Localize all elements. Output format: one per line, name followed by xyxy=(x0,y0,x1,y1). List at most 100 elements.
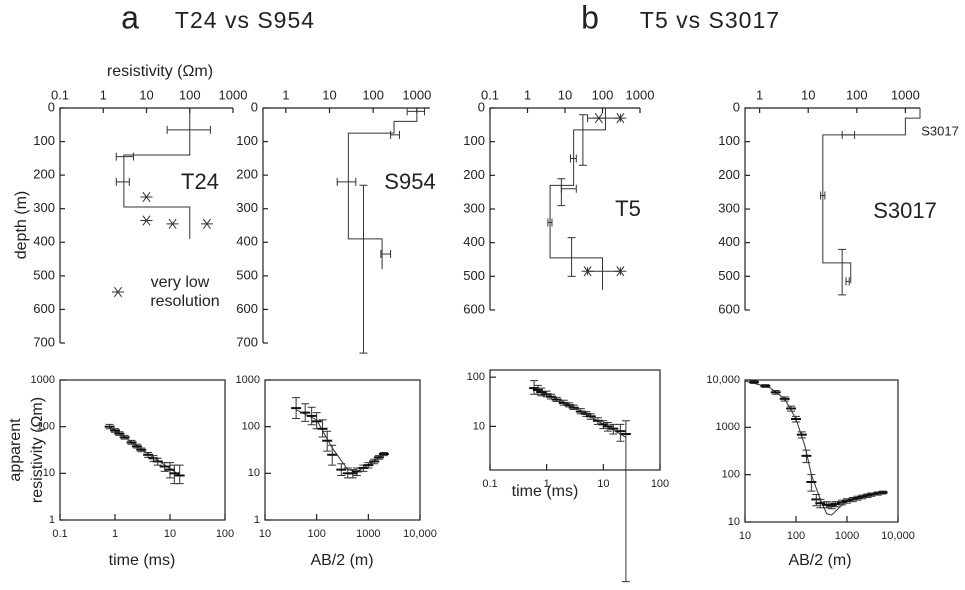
x-tick-label: 10,000 xyxy=(403,528,437,540)
x-axis-label: AB/2 (m) xyxy=(310,552,373,569)
axis-line xyxy=(262,107,430,343)
panel-letter: a xyxy=(121,0,139,35)
x-tick-label: 10 xyxy=(164,528,176,540)
y-tick-label: 200 xyxy=(236,167,258,182)
error-bar xyxy=(820,191,826,200)
error-bar xyxy=(560,184,577,193)
x-tick-label: 1 xyxy=(544,478,550,490)
panel: time (ms) 0.1 1 10 100 10 100 xyxy=(467,369,669,583)
y-tick-label: 400 xyxy=(463,234,485,249)
x-tick-label: 100 xyxy=(179,87,201,102)
plot-frame xyxy=(264,379,421,521)
x-tick-label: 100 xyxy=(846,87,868,102)
y-tick-label: 400 xyxy=(33,234,55,249)
x-tick-label: 10 xyxy=(597,478,609,490)
y-tick-label: 100 xyxy=(236,133,258,148)
x-tick-label: 1000 xyxy=(835,530,859,542)
x-tick-label: 10 xyxy=(801,87,815,102)
y-tick-label: 200 xyxy=(463,167,485,182)
error-bar xyxy=(390,130,400,139)
y-tick-label: 700 xyxy=(33,334,55,349)
y-tick-label: 600 xyxy=(718,301,740,316)
y-tick-label: 0 xyxy=(478,99,485,114)
error-bar xyxy=(547,218,553,227)
y-tick-label: 600 xyxy=(463,301,485,316)
y-tick-label: 500 xyxy=(718,268,740,283)
error-bar xyxy=(175,464,184,485)
model-line xyxy=(822,108,921,284)
x-tick-label: 1000 xyxy=(891,87,920,102)
sounding-label: T24 xyxy=(181,169,219,194)
panel-letter: b xyxy=(581,0,599,35)
x-tick-label: 10 xyxy=(139,87,153,102)
y-tick-label: 100 xyxy=(37,421,55,433)
asterisk xyxy=(581,266,594,277)
plot-frame xyxy=(59,379,226,521)
y-tick-label: 500 xyxy=(236,267,258,282)
error-bar xyxy=(170,464,179,485)
x-tick-label: 10 xyxy=(259,528,271,540)
x-tick-label: 10 xyxy=(739,530,751,542)
x-axis-label: resistivity (Ωm) xyxy=(107,63,213,80)
sounding-label: S954 xyxy=(384,169,435,194)
panel: AB/2 (m) 10 100 1000 10,000 10 100 1000 10,000 xyxy=(706,374,914,569)
y-tick-label: 0 xyxy=(733,99,740,114)
asterisk xyxy=(140,191,153,203)
error-bar xyxy=(557,178,566,207)
y-tick-label: 10 xyxy=(43,467,55,479)
annotation: very low xyxy=(151,274,210,291)
y-tick-label: 300 xyxy=(718,200,740,215)
panel: S3017 S3017 1 10 100 1000 0 100 200 300 400 500 600 xyxy=(718,87,959,316)
y-tick-label: 1000 xyxy=(236,374,260,386)
x-axis-label: time (ms) xyxy=(512,483,579,500)
model-line xyxy=(549,108,606,290)
asterisk xyxy=(592,113,605,124)
x-tick-label: 10 xyxy=(558,87,572,102)
y-tick-label: 300 xyxy=(33,200,55,215)
x-tick-label: 1 xyxy=(756,87,763,102)
panel: AB/2 (m) 10 100 1000 10,000 1 10 100 1000 xyxy=(236,374,437,569)
asterisk xyxy=(614,266,627,277)
x-tick-label: 1000 xyxy=(626,87,655,102)
panel-title: T24 vs S954 xyxy=(175,7,315,33)
model-line xyxy=(123,108,191,239)
x-tick-label: 0.1 xyxy=(482,478,497,490)
asterisk xyxy=(166,218,179,229)
error-bar xyxy=(359,184,368,354)
sounding-label: S3017 xyxy=(873,198,937,223)
plot-frame xyxy=(489,369,661,471)
x-tick-label: 100 xyxy=(216,528,234,540)
y-tick-label: 100 xyxy=(467,371,485,383)
x-tick-label: 1000 xyxy=(356,528,380,540)
y-axis-label: apparent xyxy=(7,418,24,482)
error-bar xyxy=(845,277,850,286)
asterisk xyxy=(614,113,627,124)
x-tick-label: 1 xyxy=(282,87,289,102)
y-tick-label: 500 xyxy=(33,267,55,282)
y-tick-label: 1 xyxy=(49,514,55,526)
x-tick-label: 1 xyxy=(100,87,107,102)
y-axis-label: depth (m) xyxy=(13,191,30,259)
panel-title: T5 vs S3017 xyxy=(640,7,780,33)
x-tick-label: 0.1 xyxy=(51,87,69,102)
panel: S954 1 10 100 1000 0 100 200 300 400 500 600 700 xyxy=(236,87,436,354)
error-bar xyxy=(115,177,130,186)
y-tick-label: 600 xyxy=(236,301,258,316)
y-tick-label: 1000 xyxy=(716,421,740,433)
x-tick-label: 10,000 xyxy=(881,530,915,542)
x-tick-label: 1 xyxy=(112,528,118,540)
y-tick-label: 600 xyxy=(33,301,55,316)
y-tick-label: 100 xyxy=(722,469,740,481)
error-bar xyxy=(578,114,587,166)
plot-frame xyxy=(744,379,899,523)
y-tick-label: 100 xyxy=(242,421,260,433)
y-tick-label: 400 xyxy=(718,234,740,249)
y-axis-label: resistivity (Ωm) xyxy=(29,397,46,503)
error-bar xyxy=(841,130,856,139)
y-tick-label: 1 xyxy=(254,514,260,526)
error-bar xyxy=(336,177,357,186)
y-tick-label: 100 xyxy=(463,133,485,148)
error-bar xyxy=(616,423,625,442)
x-axis-label: AB/2 (m) xyxy=(788,552,851,569)
